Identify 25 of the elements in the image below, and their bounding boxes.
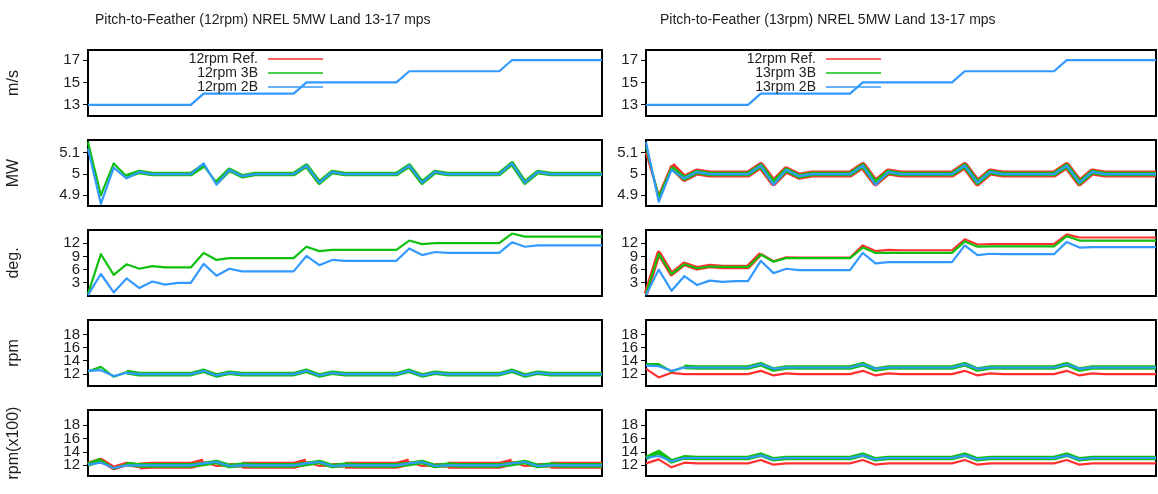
- y-axis-title: deg.: [4, 247, 22, 279]
- y-tick-label: 15: [63, 72, 80, 90]
- chart-title: Pitch-to-Feather (13rpm) NREL 5MW Land 13-17 mps: [659, 10, 997, 29]
- y-tick-label: 4.9: [59, 185, 80, 203]
- y-axis-title: MW: [4, 157, 22, 188]
- y-tick-label: 5.1: [617, 142, 638, 160]
- legend-label: 13rpm 3B: [755, 63, 816, 80]
- legend-label: 12rpm 3B: [197, 63, 258, 80]
- y-tick-label: 4.9: [617, 185, 638, 203]
- legend-label: 12rpm Ref.: [746, 49, 816, 66]
- chart-title: Pitch-to-Feather (12rpm) NREL 5MW Land 13-17 mps: [94, 10, 432, 29]
- y-tick-label: 5.1: [59, 142, 80, 160]
- y-tick-label: 18: [63, 324, 80, 342]
- y-tick-label: 17: [63, 50, 80, 68]
- y-axis-title: rpm(x100): [4, 406, 22, 480]
- y-tick-label: 18: [621, 324, 638, 342]
- y-tick-label: 15: [621, 72, 638, 90]
- y-tick-label: 13: [621, 94, 638, 112]
- y-tick-label: 13: [63, 94, 80, 112]
- y-tick-label: 5: [629, 164, 638, 182]
- y-tick-label: 5: [71, 164, 80, 182]
- y-axis-title: m/s: [4, 70, 22, 96]
- legend-label: 12rpm Ref.: [188, 49, 258, 66]
- y-tick-label: 17: [621, 50, 638, 68]
- y-axis-title: rpm: [4, 339, 22, 367]
